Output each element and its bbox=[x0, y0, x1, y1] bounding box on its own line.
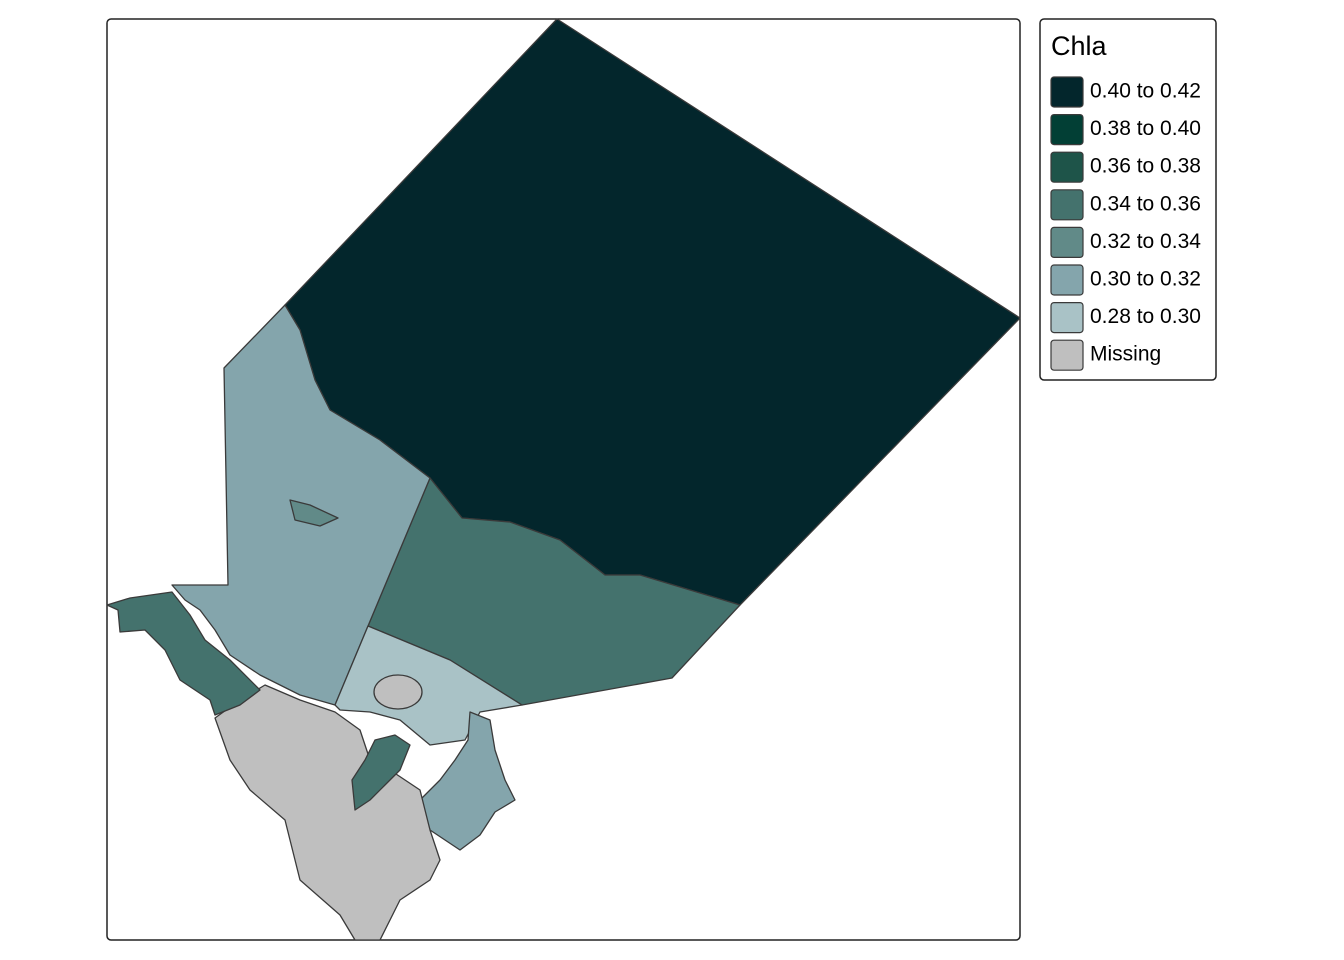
legend-box bbox=[1039, 18, 1217, 381]
legend-label: 0.32 to 0.34 bbox=[1090, 230, 1201, 253]
legend-label: 0.30 to 0.32 bbox=[1090, 268, 1201, 291]
legend-swatch bbox=[1050, 302, 1084, 334]
region bbox=[214, 684, 441, 941]
region bbox=[106, 591, 261, 716]
region bbox=[419, 711, 516, 851]
legend-swatch bbox=[1050, 339, 1084, 371]
legend-label: Missing bbox=[1090, 343, 1161, 366]
legend-title: Chla bbox=[1051, 31, 1108, 61]
legend-swatch bbox=[1050, 189, 1084, 221]
legend-label: 0.40 to 0.42 bbox=[1090, 80, 1201, 103]
regions bbox=[106, 18, 1021, 941]
legend-swatch bbox=[1050, 264, 1084, 296]
legend-swatch bbox=[1050, 151, 1084, 183]
legend-label: 0.38 to 0.40 bbox=[1090, 117, 1201, 140]
legend-swatch bbox=[1050, 226, 1084, 258]
region bbox=[373, 674, 423, 710]
legend-label: 0.36 to 0.38 bbox=[1090, 155, 1201, 178]
region bbox=[351, 734, 411, 811]
legend-swatch bbox=[1050, 76, 1084, 108]
legend-label: 0.28 to 0.30 bbox=[1090, 305, 1201, 328]
legend-label: 0.34 to 0.36 bbox=[1090, 192, 1201, 215]
region bbox=[289, 499, 339, 527]
legend-swatch bbox=[1050, 113, 1084, 146]
